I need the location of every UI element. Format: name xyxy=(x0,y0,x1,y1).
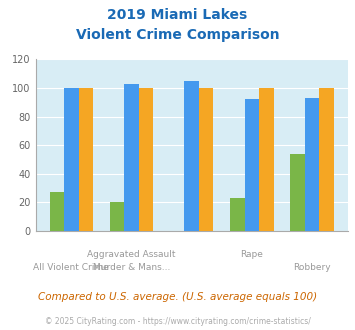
Bar xyxy=(230,198,245,231)
Bar xyxy=(245,99,259,231)
Bar xyxy=(305,98,319,231)
Text: 2019 Miami Lakes: 2019 Miami Lakes xyxy=(107,8,248,22)
Bar xyxy=(199,88,213,231)
Bar xyxy=(319,88,334,231)
Text: Murder & Mans...: Murder & Mans... xyxy=(93,263,170,272)
Bar xyxy=(259,88,274,231)
Bar xyxy=(50,192,64,231)
Text: Violent Crime Comparison: Violent Crime Comparison xyxy=(76,28,279,42)
Bar xyxy=(64,88,78,231)
Text: Aggravated Assault: Aggravated Assault xyxy=(87,250,176,259)
Bar xyxy=(78,88,93,231)
Bar xyxy=(110,202,124,231)
Text: Robbery: Robbery xyxy=(293,263,331,272)
Bar xyxy=(185,81,199,231)
Bar xyxy=(139,88,153,231)
Text: All Violent Crime: All Violent Crime xyxy=(33,263,109,272)
Text: Compared to U.S. average. (U.S. average equals 100): Compared to U.S. average. (U.S. average … xyxy=(38,292,317,302)
Text: © 2025 CityRating.com - https://www.cityrating.com/crime-statistics/: © 2025 CityRating.com - https://www.city… xyxy=(45,317,310,326)
Text: Rape: Rape xyxy=(240,250,263,259)
Bar xyxy=(290,154,305,231)
Bar xyxy=(124,84,139,231)
